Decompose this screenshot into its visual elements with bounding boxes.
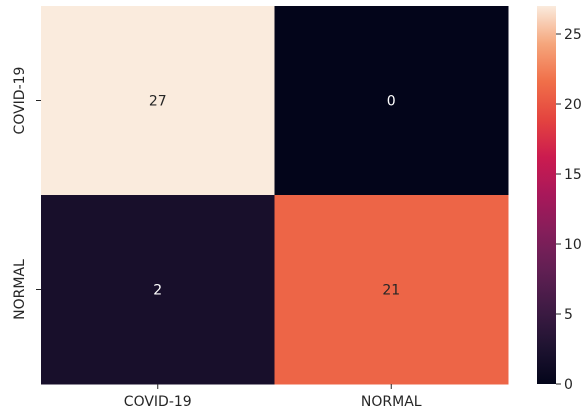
cell-annotation: 2: [153, 283, 162, 299]
y-tick-label: NORMAL: [12, 259, 28, 320]
cell-annotation: 27: [149, 94, 167, 110]
colorbar-tick-label: 15: [564, 167, 582, 183]
heatmap-cell: [274, 6, 509, 196]
cell-annotation: 0: [387, 94, 396, 110]
x-tick-label: NORMAL: [361, 394, 422, 410]
y-tick-label: COVID-19: [12, 67, 28, 135]
cell-annotation: 21: [382, 283, 400, 299]
colorbar-tick-label: 20: [564, 97, 582, 113]
heatmap-cell: [274, 195, 509, 385]
x-tick-label: COVID-19: [124, 394, 192, 410]
colorbar-tick-label: 10: [564, 237, 582, 253]
colorbar-tick-label: 25: [564, 27, 582, 43]
colorbar-tick-label: 0: [564, 377, 573, 393]
colorbar: [537, 6, 556, 384]
colorbar-tick-label: 5: [564, 307, 573, 323]
heatmap-cell: [41, 6, 275, 196]
heatmap-cell: [41, 195, 275, 385]
